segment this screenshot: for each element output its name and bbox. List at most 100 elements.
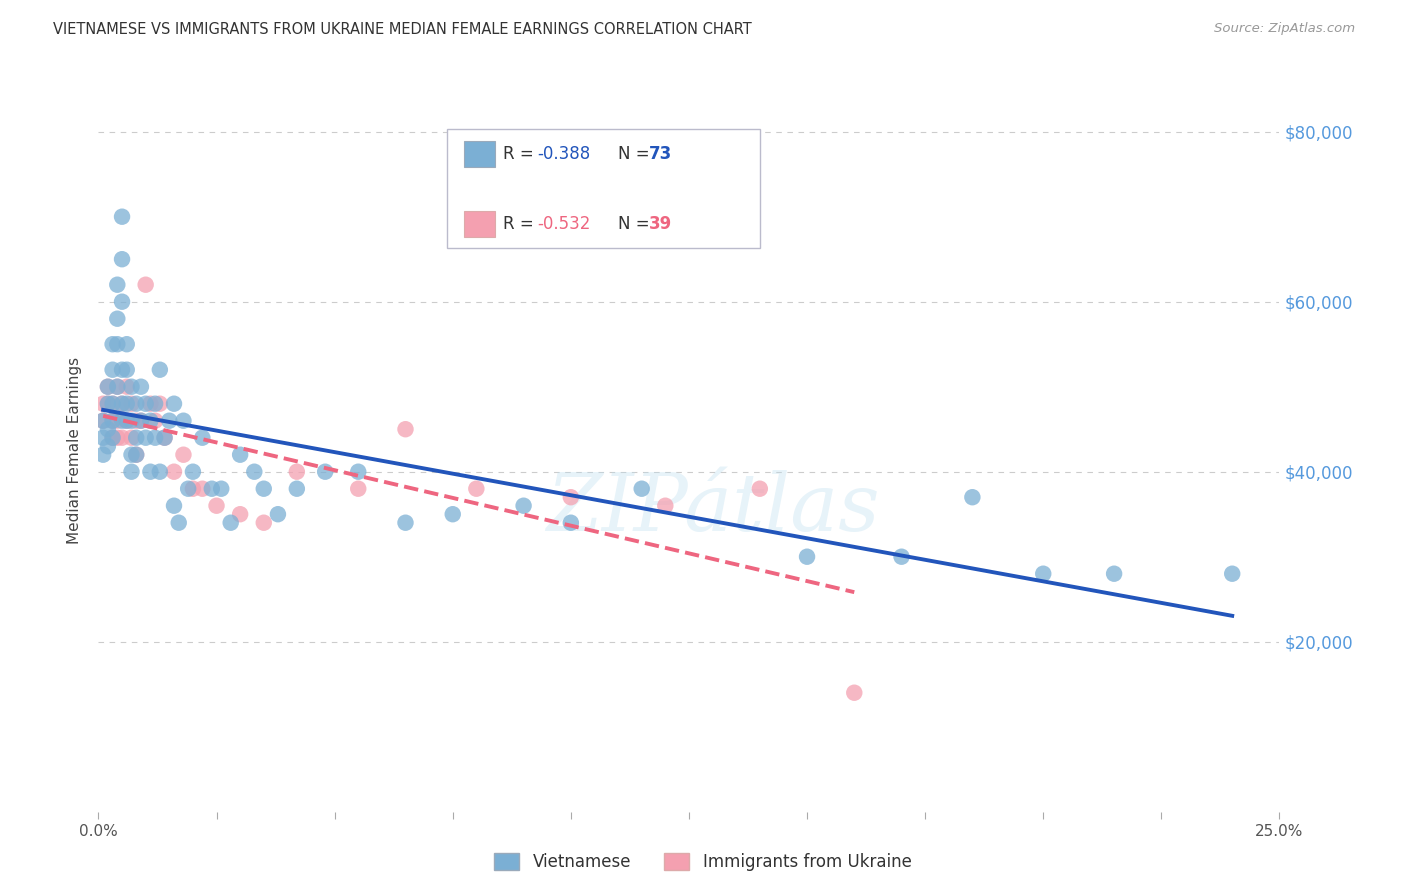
Point: [962, 490, 984, 504]
Text: VIETNAMESE VS IMMIGRANTS FROM UKRAINE MEDIAN FEMALE EARNINGS CORRELATION CHART: VIETNAMESE VS IMMIGRANTS FROM UKRAINE ME…: [53, 22, 752, 37]
Point: [1102, 566, 1125, 581]
Point: [285, 465, 308, 479]
Point: [91, 448, 114, 462]
Point: [111, 431, 134, 445]
Point: [153, 431, 176, 445]
Point: [177, 482, 200, 496]
Point: [149, 397, 172, 411]
Point: [560, 490, 582, 504]
Point: [101, 414, 124, 428]
Point: [121, 431, 143, 445]
Point: [105, 380, 128, 394]
Point: [143, 431, 166, 445]
Text: R =: R =: [503, 145, 538, 163]
Point: [105, 277, 128, 292]
Point: [111, 362, 134, 376]
Point: [101, 397, 124, 411]
Point: [111, 397, 134, 411]
Point: [101, 362, 124, 376]
Point: [167, 516, 190, 530]
Point: [97, 397, 120, 411]
Point: [267, 507, 290, 521]
Point: [101, 431, 124, 445]
Point: [121, 397, 143, 411]
Point: [143, 414, 166, 428]
Point: [153, 431, 176, 445]
Point: [512, 499, 534, 513]
Point: [229, 448, 252, 462]
Point: [243, 465, 266, 479]
Point: [111, 210, 134, 224]
Point: [139, 397, 162, 411]
Point: [654, 499, 676, 513]
Point: [253, 516, 276, 530]
Point: [125, 448, 148, 462]
Point: [125, 448, 148, 462]
Point: [105, 431, 128, 445]
Point: [121, 414, 143, 428]
Point: [157, 414, 180, 428]
Point: [121, 448, 143, 462]
Point: [91, 414, 114, 428]
Point: [314, 465, 336, 479]
Text: N =: N =: [619, 215, 655, 233]
Point: [135, 397, 157, 411]
Point: [115, 397, 138, 411]
Point: [205, 499, 228, 513]
Y-axis label: Median Female Earnings: Median Female Earnings: [67, 357, 83, 544]
Point: [129, 414, 152, 428]
Point: [105, 337, 128, 351]
Text: Source: ZipAtlas.com: Source: ZipAtlas.com: [1215, 22, 1355, 36]
Point: [139, 414, 162, 428]
Point: [129, 380, 152, 394]
Point: [97, 380, 120, 394]
Point: [890, 549, 912, 564]
Point: [630, 482, 652, 496]
Point: [209, 482, 232, 496]
Point: [101, 337, 124, 351]
Point: [101, 431, 124, 445]
Text: -0.532: -0.532: [537, 215, 591, 233]
Point: [125, 397, 148, 411]
Point: [139, 465, 162, 479]
Point: [163, 499, 186, 513]
Point: [135, 431, 157, 445]
Point: [111, 294, 134, 309]
Point: [115, 337, 138, 351]
Point: [111, 414, 134, 428]
Point: [97, 422, 120, 436]
Point: [91, 431, 114, 445]
Point: [796, 549, 818, 564]
Point: [219, 516, 242, 530]
Point: [121, 465, 143, 479]
Point: [111, 252, 134, 267]
Point: [394, 516, 416, 530]
Point: [97, 397, 120, 411]
Point: [181, 465, 204, 479]
Legend: Vietnamese, Immigrants from Ukraine: Vietnamese, Immigrants from Ukraine: [486, 845, 920, 880]
Text: ZIPátlas: ZIPátlas: [546, 469, 879, 547]
Text: R =: R =: [503, 215, 538, 233]
Text: -0.388: -0.388: [537, 145, 591, 163]
Point: [172, 448, 194, 462]
Point: [115, 362, 138, 376]
Point: [97, 439, 120, 453]
Point: [105, 414, 128, 428]
Point: [105, 311, 128, 326]
Text: 73: 73: [650, 145, 672, 163]
Point: [201, 482, 224, 496]
Point: [181, 482, 204, 496]
Point: [115, 380, 138, 394]
Point: [1220, 566, 1243, 581]
Point: [844, 686, 866, 700]
Point: [149, 362, 172, 376]
Point: [101, 414, 124, 428]
Point: [125, 431, 148, 445]
Point: [191, 431, 214, 445]
Point: [163, 465, 186, 479]
Point: [347, 465, 370, 479]
Point: [91, 397, 114, 411]
Text: 39: 39: [650, 215, 672, 233]
Point: [172, 414, 194, 428]
Point: [149, 465, 172, 479]
